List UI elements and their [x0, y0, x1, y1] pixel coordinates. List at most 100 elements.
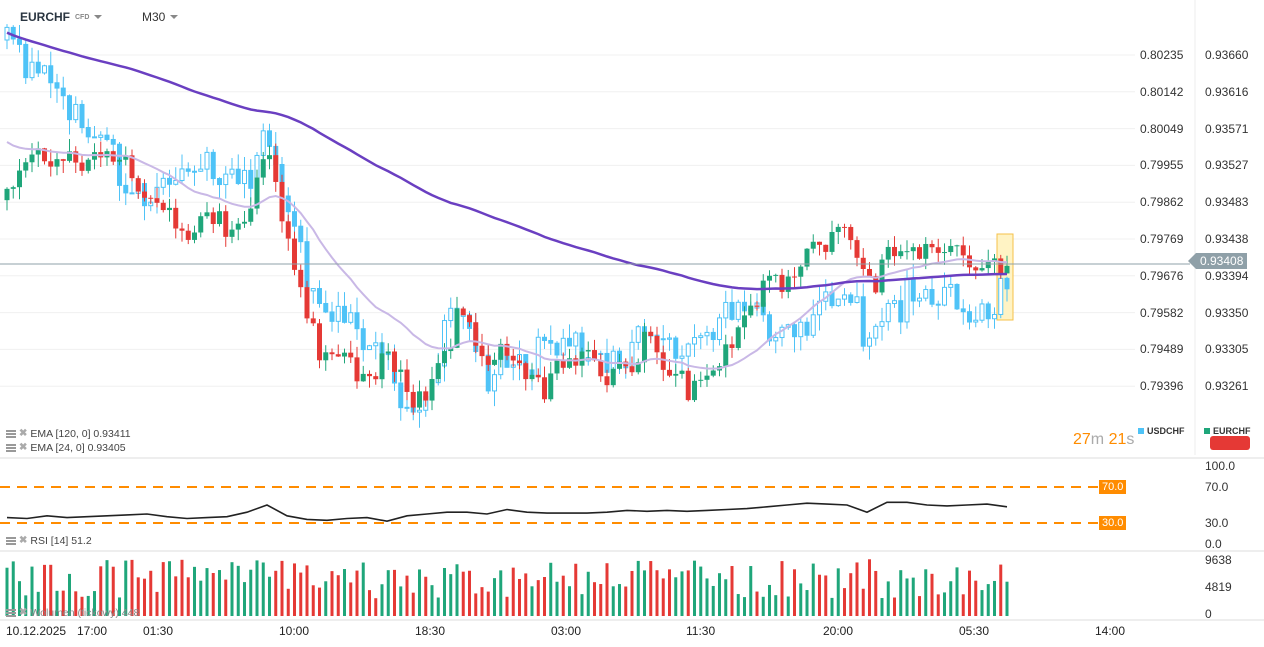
usdchf-candle [985, 303, 991, 320]
close-icon[interactable]: ✖ [19, 442, 28, 453]
usdchf-tick: 0.79489 [1140, 342, 1184, 357]
usdchf-candle [260, 130, 266, 156]
volume-bar [768, 584, 771, 616]
timeframe-selector[interactable]: M30 [142, 10, 179, 24]
usdchf-candle [723, 301, 729, 319]
eurchf-candle [742, 315, 747, 328]
usdchf-candle [692, 337, 697, 345]
close-icon[interactable]: ✖ [19, 535, 28, 546]
usdchf-candle [223, 173, 229, 186]
eurchf-candle [885, 246, 891, 260]
eurchf-candle [892, 246, 897, 257]
menu-icon[interactable] [6, 444, 16, 452]
usdchf-tick: 0.80235 [1140, 48, 1184, 62]
volume-bar [693, 560, 696, 616]
menu-icon[interactable] [6, 609, 16, 617]
menu-icon[interactable] [6, 537, 16, 545]
eurchf-candle [229, 229, 235, 237]
legend-volume[interactable]: ✖ Wolumen (tickowy) 448 [6, 607, 139, 619]
eurchf-candle [929, 243, 935, 248]
volume-bar [986, 584, 990, 616]
usdchf-candle [679, 355, 685, 359]
usdchf-tick: 0.79582 [1140, 305, 1184, 320]
volume-bar [943, 592, 946, 616]
volume-bar [536, 580, 540, 616]
volume-bar [143, 578, 146, 616]
eurchf-candle [67, 151, 72, 161]
volume-bar [311, 585, 315, 616]
volume-bar [199, 580, 203, 616]
volume-bar [124, 560, 128, 616]
usdchf-candle [773, 337, 779, 342]
eurchf-candle [754, 305, 760, 307]
usdchf-candle [767, 314, 772, 342]
volume-bar [593, 582, 596, 616]
usdchf-tick: 0.79769 [1140, 232, 1184, 246]
usdchf-candle [179, 168, 185, 181]
eurchf-candle [298, 269, 304, 288]
usdchf-candle [267, 130, 272, 147]
usdchf-candle [310, 288, 316, 292]
eurchf-candle [498, 343, 504, 360]
close-icon[interactable]: ✖ [19, 428, 28, 439]
usdchf-candle [354, 312, 360, 330]
eurchf-tick: 0.93438 [1205, 232, 1249, 246]
eurchf-candle [385, 351, 391, 354]
eurchf-candle [817, 241, 822, 245]
usdchf-candle [417, 409, 422, 413]
eurchf-candle [829, 231, 835, 252]
legend-rsi[interactable]: ✖ RSI [14] 51.2 [6, 535, 92, 547]
menu-icon[interactable] [6, 430, 16, 438]
eurchf-candle [442, 351, 447, 364]
usdchf-tick: 0.80049 [1140, 121, 1184, 136]
eurchf-candle [785, 276, 791, 292]
volume-bar [968, 570, 971, 616]
eurchf-candle [404, 369, 410, 392]
eurchf-candle [517, 360, 522, 364]
eurchf-candle [160, 202, 166, 211]
eurchf-candle [317, 323, 322, 361]
eurchf-candle [73, 151, 79, 163]
usdchf-candle [185, 168, 191, 172]
symbol-selector[interactable]: EURCHF CFD [20, 10, 103, 24]
usdchf-candle [873, 325, 879, 339]
eurchf-candle [304, 287, 310, 319]
usdchf-candle [92, 136, 97, 139]
volume-bar [299, 572, 303, 616]
volume-bar [586, 571, 590, 616]
eurchf-candle [635, 362, 641, 373]
eurchf-candle [1004, 265, 1010, 274]
usdchf-candle [192, 170, 197, 173]
legend-ema24[interactable]: ✖ EMA [24, 0] 0.93405 [6, 442, 126, 454]
legend-eurchf: EURCHF [1204, 426, 1251, 436]
close-icon[interactable]: ✖ [19, 607, 28, 618]
volume-bar [436, 597, 440, 616]
volume-bar [474, 593, 478, 616]
volume-bar [643, 570, 646, 616]
eurchf-candle [592, 350, 597, 361]
volume-bar [168, 561, 171, 616]
eurchf-candle [729, 344, 735, 348]
volume-bar [393, 569, 396, 616]
volume-bar [80, 596, 84, 616]
sell-button[interactable] [1210, 436, 1250, 450]
eurchf-candle [167, 207, 172, 211]
eurchf-candle [904, 251, 910, 253]
eurchf-candle [198, 216, 204, 233]
usdchf-candle [242, 169, 247, 185]
usdchf-candle [42, 65, 47, 74]
legend-ema120[interactable]: ✖ EMA [120, 0] 0.93411 [6, 428, 131, 440]
eurchf-candle [204, 212, 210, 217]
eurchf-tick: 0.93261 [1205, 379, 1249, 394]
usdchf-candle [404, 406, 410, 409]
usdchf-candle [23, 43, 29, 79]
volume-bar [86, 595, 90, 616]
usdchf-candle [160, 177, 166, 188]
volume-bar [93, 591, 96, 616]
volume-bar [818, 574, 821, 616]
volume-bar [174, 576, 178, 616]
usdchf-candle [948, 283, 954, 288]
eurchf-tick: 0.93571 [1205, 121, 1249, 136]
eurchf-candle [273, 155, 279, 182]
